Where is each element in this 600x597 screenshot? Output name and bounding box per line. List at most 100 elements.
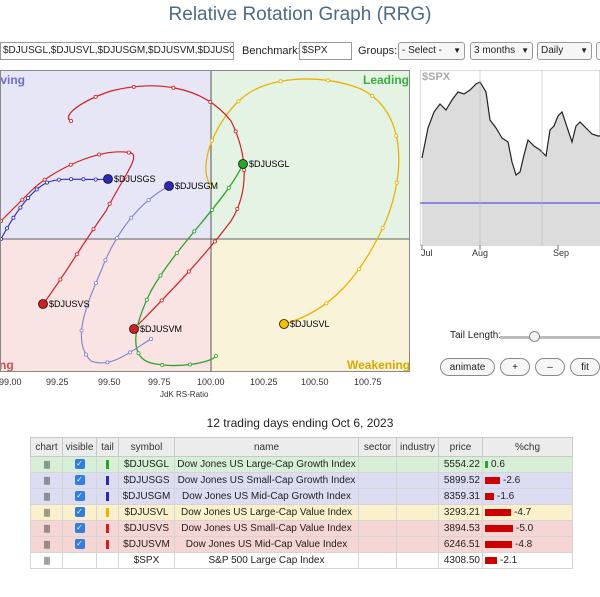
col-header-chg[interactable]: %chg	[482, 437, 573, 457]
label-djusgm: $DJUSGM	[175, 181, 218, 191]
x-tick: 99.50	[98, 377, 121, 387]
trail-dot	[1, 219, 3, 223]
symbol-cell[interactable]: $DJUSGM	[118, 488, 175, 505]
frequency-select[interactable]: Daily ▼	[537, 42, 592, 60]
trail-djusgl	[135, 163, 244, 367]
x-axis-title: JdK RS-Ratio	[160, 390, 209, 399]
symbol-cell[interactable]: $DJUSGL	[118, 456, 175, 473]
trail-dot	[11, 215, 16, 220]
label-djusvs: $DJUSVS	[49, 299, 90, 309]
chart-icon[interactable]: ∥∥	[43, 540, 51, 549]
trail-dot	[236, 99, 241, 104]
trail-dot	[148, 336, 153, 341]
zoom-in-button[interactable]: +	[500, 358, 530, 376]
more-select[interactable]	[596, 42, 600, 60]
visible-checkbox[interactable]: ✓	[74, 475, 85, 486]
col-header-visible[interactable]: visible	[62, 437, 97, 457]
chart-icon[interactable]: ∥∥	[43, 556, 51, 565]
chg-cell: -2.6	[503, 475, 521, 486]
trail-dot	[84, 352, 89, 357]
lagging-label: Lagging	[0, 358, 14, 372]
head-marker-djusgs[interactable]	[103, 174, 113, 184]
chg-bar	[485, 460, 488, 468]
tail-color-swatch[interactable]	[106, 475, 109, 485]
table-row: ∥∥ ✓ $DJUSGM Dow Jones US Mid-Cap Growth In…	[30, 488, 573, 505]
symbol-cell[interactable]: $SPX	[118, 552, 175, 569]
chg-cell: -1.6	[497, 491, 515, 502]
head-marker-djusvs[interactable]	[38, 299, 48, 309]
col-header-name[interactable]: name	[174, 437, 359, 457]
tail-length-label: Tail Length:	[450, 330, 502, 341]
trail-dot	[18, 205, 23, 210]
industry-cell	[396, 536, 439, 553]
trail-dot	[34, 187, 39, 192]
visible-checkbox[interactable]: ✓	[74, 507, 85, 518]
animate-button[interactable]: animate	[440, 358, 495, 376]
col-header-tail[interactable]: tail	[96, 437, 119, 457]
trail-dot	[233, 129, 238, 134]
col-header-symbol[interactable]: symbol	[118, 437, 175, 457]
trail-dot	[114, 236, 119, 241]
tail-color-swatch[interactable]	[106, 507, 109, 517]
trail-dot	[129, 215, 134, 220]
trail-dot	[146, 198, 151, 203]
trail-dot	[93, 281, 98, 286]
page-title: Relative Rotation Graph (RRG)	[168, 4, 432, 25]
fit-button[interactable]: fit	[570, 358, 600, 376]
label-djusvm: $DJUSVM	[140, 324, 182, 334]
benchmark-plot	[419, 69, 600, 250]
trail-djusvm	[67, 85, 245, 330]
trail-dot	[128, 350, 133, 355]
symbols-input[interactable]: $DJUSGL,$DJUSVL,$DJUSGM,$DJUSVM,$DJUSGS,…	[0, 42, 234, 60]
name-cell: Dow Jones US Large-Cap Growth Index	[174, 456, 359, 473]
sector-cell	[358, 552, 397, 569]
name-cell: S&P 500 Large Cap Index	[174, 552, 359, 569]
chart-icon[interactable]: ∥∥	[43, 492, 51, 501]
zoom-out-button[interactable]: –	[535, 358, 565, 376]
trail-dot	[74, 252, 79, 257]
symbol-cell[interactable]: $DJUSVS	[118, 520, 175, 537]
head-marker-djusgl[interactable]	[238, 159, 248, 169]
trail-dot	[226, 185, 231, 190]
tail-length-slider-track[interactable]	[500, 336, 600, 339]
tail-color-swatch[interactable]	[106, 523, 109, 533]
trail-dot	[174, 251, 179, 256]
period-select[interactable]: 3 months ▼	[470, 42, 533, 60]
trail-dot	[380, 225, 385, 230]
tail-color-swatch[interactable]	[106, 539, 109, 549]
visible-checkbox[interactable]: ✓	[74, 459, 85, 470]
benchmark-input[interactable]: $SPX	[299, 42, 352, 60]
head-marker-djusvl[interactable]	[279, 319, 289, 329]
head-marker-djusgm[interactable]	[164, 181, 174, 191]
sector-cell	[358, 504, 397, 521]
industry-cell	[396, 520, 439, 537]
trail-dot	[79, 328, 84, 333]
trail-dot	[136, 351, 141, 356]
trail-dot	[394, 133, 399, 138]
tail-color-swatch[interactable]	[106, 491, 109, 501]
rrg-chart[interactable]: $DJUSGL $DJUSGS $DJUSGM $DJUSVS $DJUSVM …	[0, 70, 410, 372]
name-cell: Dow Jones US Small-Cap Value Index	[174, 520, 359, 537]
symbol-cell[interactable]: $DJUSVL	[118, 504, 175, 521]
head-marker-djusvm[interactable]	[129, 324, 139, 334]
col-header-price[interactable]: price	[438, 437, 483, 457]
chart-icon[interactable]: ∥∥	[43, 508, 51, 517]
tail-color-swatch[interactable]	[106, 459, 109, 469]
col-header-sector[interactable]: sector	[358, 437, 397, 457]
visible-checkbox[interactable]: ✓	[74, 491, 85, 502]
x-tick: 99.00	[0, 377, 22, 387]
tail-length-slider-handle[interactable]	[529, 331, 540, 342]
symbol-cell[interactable]: $DJUSVM	[118, 536, 175, 553]
groups-select[interactable]: - Select - ▼	[398, 42, 465, 60]
visible-checkbox[interactable]: ✓	[74, 523, 85, 534]
col-header-chart[interactable]: chart	[30, 437, 63, 457]
visible-checkbox[interactable]: ✓	[74, 539, 85, 550]
chart-icon[interactable]: ∥∥	[43, 460, 51, 469]
symbol-cell[interactable]: $DJUSGS	[118, 472, 175, 489]
col-header-industry[interactable]: industry	[396, 437, 439, 457]
chart-icon[interactable]: ∥∥	[43, 476, 51, 485]
groups-select-value: - Select -	[402, 45, 443, 56]
symbols-table: chart visible tail symbol name sector in…	[30, 437, 573, 569]
chart-icon[interactable]: ∥∥	[43, 524, 51, 533]
label-djusgs: $DJUSGS	[114, 174, 156, 184]
